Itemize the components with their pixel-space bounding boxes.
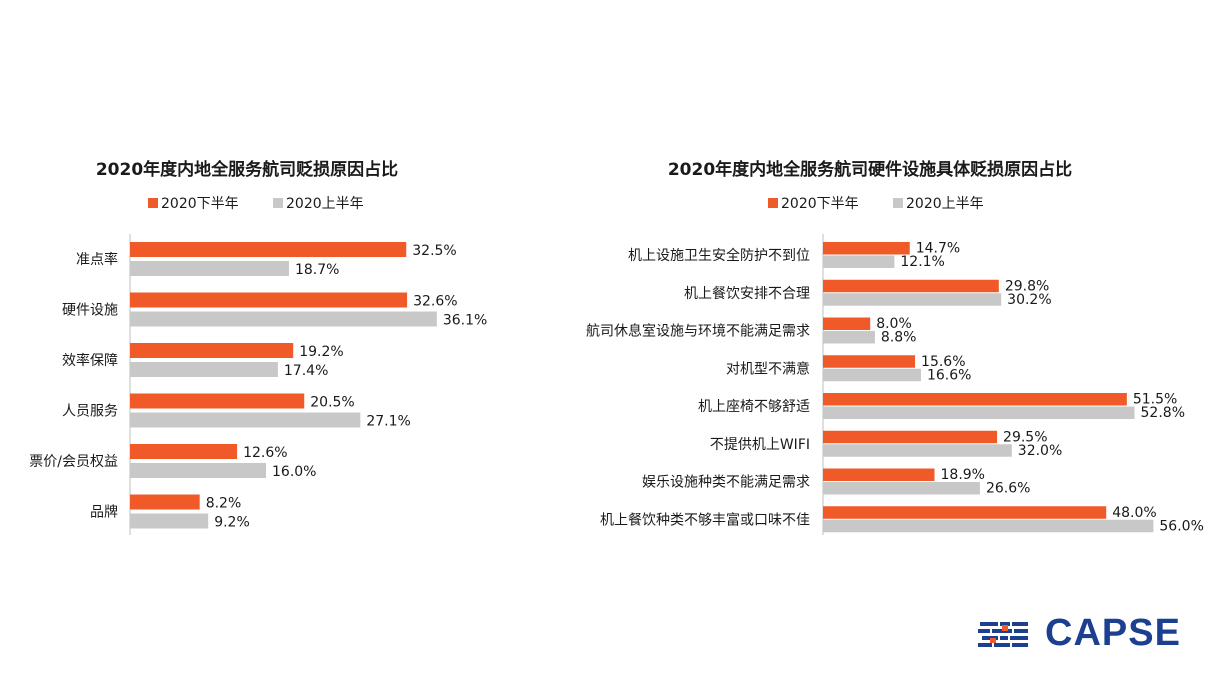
legend-swatch-1-1 (893, 198, 903, 208)
category-label-1-0: 机上设施卫生安全防护不到位 (628, 247, 810, 264)
bar-1-1-3 (823, 368, 921, 382)
bar-0-1-5 (130, 513, 209, 529)
value-label-1-1-1: 30.2% (1007, 292, 1051, 308)
bar-0-0-4 (130, 444, 238, 459)
bar-0-0-3 (130, 393, 305, 409)
bar-1-0-4 (823, 393, 1127, 406)
value-label-0-1-0: 18.7% (295, 262, 339, 278)
value-label-1-0-6: 18.9% (941, 467, 985, 483)
legend-swatch-1-0 (768, 198, 778, 208)
bar-1-0-3 (823, 355, 916, 368)
legend-swatch-0-0 (148, 198, 158, 208)
value-label-0-0-0: 32.5% (412, 243, 456, 259)
bar-1-1-2 (823, 331, 875, 344)
value-label-0-1-2: 17.4% (284, 363, 328, 379)
bar-0-1-0 (130, 261, 289, 276)
logo-wordmark: CAPSE (1045, 612, 1181, 654)
category-label-0-5: 品牌 (90, 504, 118, 521)
value-label-1-0-7: 48.0% (1112, 505, 1156, 521)
category-label-1-6: 娱乐设施种类不能满足需求 (642, 475, 810, 491)
value-label-1-0-5: 29.5% (1003, 429, 1047, 445)
bar-1-0-2 (823, 317, 871, 330)
bar-0-0-2 (130, 343, 294, 358)
bar-1-0-7 (823, 506, 1107, 519)
value-label-1-1-6: 26.6% (986, 481, 1030, 497)
value-label-1-1-7: 56.0% (1159, 518, 1203, 534)
value-label-1-1-2: 8.8% (881, 330, 917, 346)
category-label-0-1: 硬件设施 (62, 303, 118, 319)
value-label-1-0-4: 51.5% (1133, 392, 1177, 408)
category-label-1-1: 机上餐饮安排不合理 (684, 286, 810, 302)
bar-0-1-1 (130, 311, 437, 327)
category-label-0-4: 票价/会员权益 (29, 454, 118, 470)
value-label-1-0-2: 8.0% (876, 316, 912, 332)
legend-label-0-1: 2020上半年 (286, 196, 364, 212)
chart-title-1: 2020年度内地全服务航司硬件设施具体贬损原因占比 (668, 159, 1072, 180)
value-label-1-0-3: 15.6% (921, 354, 965, 370)
bar-0-1-2 (130, 362, 278, 377)
bar-1-1-5 (823, 444, 1012, 457)
value-label-1-0-0: 14.7% (916, 241, 960, 257)
value-label-0-0-2: 19.2% (299, 344, 343, 360)
category-label-1-4: 机上座椅不够舒适 (698, 399, 810, 415)
legend-label-1-0: 2020下半年 (781, 196, 859, 212)
value-label-0-0-5: 8.2% (206, 496, 242, 512)
category-label-1-2: 航司休息室设施与环境不能满足需求 (586, 323, 810, 340)
bar-0-0-5 (130, 494, 200, 510)
value-label-1-1-4: 52.8% (1141, 405, 1185, 421)
category-label-0-3: 人员服务 (62, 404, 118, 420)
category-label-0-0: 准点率 (76, 251, 118, 268)
bar-1-1-6 (823, 482, 980, 495)
legend-swatch-0-1 (273, 198, 283, 208)
bar-1-0-5 (823, 430, 998, 444)
value-label-0-0-4: 12.6% (243, 445, 287, 461)
category-label-1-7: 机上餐饮种类不够丰富或口味不佳 (600, 511, 810, 528)
value-label-1-0-1: 29.8% (1005, 278, 1049, 294)
bar-1-0-0 (823, 242, 910, 255)
value-label-0-1-1: 36.1% (443, 313, 487, 329)
chart-title-0: 2020年度内地全服务航司贬损原因占比 (96, 159, 398, 180)
category-label-1-3: 对机型不满意 (726, 360, 810, 377)
legend-label-1-1: 2020上半年 (906, 196, 984, 212)
category-label-1-5: 不提供机上WIFI (710, 437, 810, 453)
bar-0-0-0 (130, 242, 407, 257)
value-label-1-1-3: 16.6% (927, 367, 971, 383)
value-label-1-1-5: 32.0% (1018, 443, 1062, 459)
bar-1-0-1 (823, 279, 999, 293)
bar-0-0-1 (130, 292, 408, 308)
value-label-1-1-0: 12.1% (900, 254, 944, 270)
bar-1-1-1 (823, 293, 1002, 306)
value-label-0-0-1: 32.6% (413, 294, 457, 310)
category-label-0-2: 效率保障 (62, 352, 118, 369)
bar-1-1-4 (823, 406, 1135, 419)
capse-logo-icon (978, 622, 1028, 647)
value-label-0-1-3: 27.1% (366, 414, 410, 430)
bar-1-0-6 (823, 468, 935, 481)
bar-0-1-3 (130, 412, 361, 428)
value-label-0-0-3: 20.5% (310, 395, 354, 411)
bar-0-1-4 (130, 463, 266, 478)
legend-label-0-0: 2020下半年 (161, 196, 239, 212)
bar-1-1-7 (823, 519, 1154, 533)
bar-1-1-0 (823, 255, 895, 268)
value-label-0-1-4: 16.0% (272, 464, 316, 480)
value-label-0-1-5: 9.2% (214, 515, 250, 531)
